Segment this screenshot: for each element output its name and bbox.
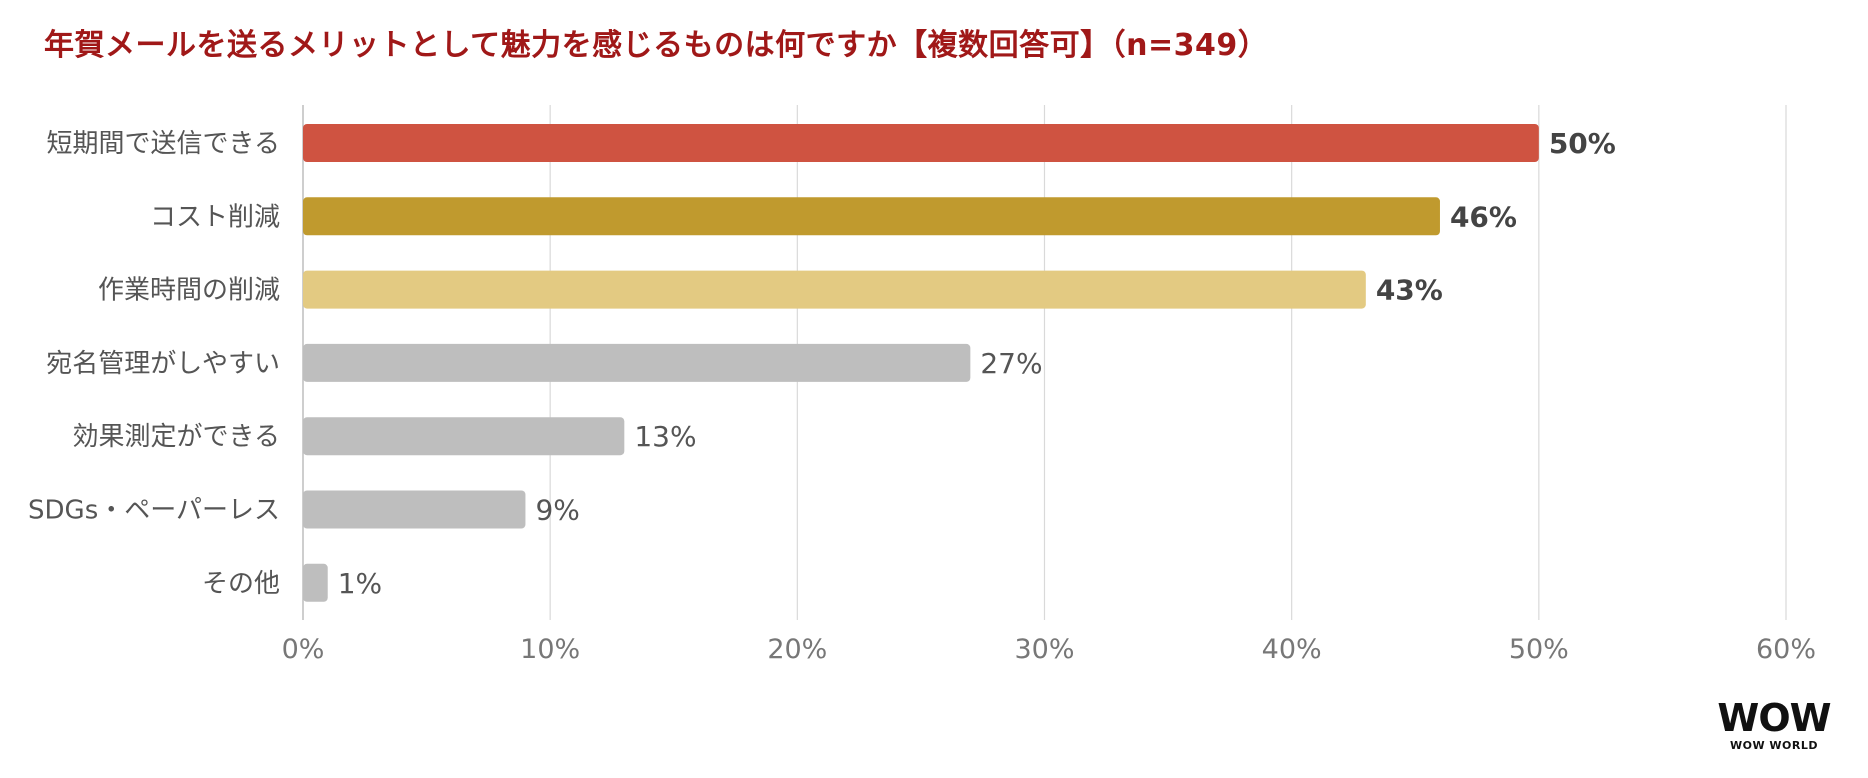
category-label: コスト削減 (150, 202, 280, 232)
bar (303, 270, 1366, 309)
x-tick-label: 50% (1509, 634, 1569, 665)
bar (303, 343, 971, 382)
bar (303, 490, 526, 529)
logo-mark: WOW (1717, 696, 1831, 740)
data-label: 1% (338, 567, 382, 600)
bar (303, 563, 328, 602)
data-label: 9% (535, 494, 579, 527)
data-label: 50% (1549, 127, 1616, 160)
category-label: 宛名管理がしやすい (46, 349, 280, 379)
category-label: 短期間で送信できる (47, 129, 280, 159)
x-tick-label: 30% (1014, 634, 1074, 665)
data-label: 13% (634, 420, 696, 453)
category-label: 作業時間の削減 (98, 276, 280, 306)
x-tick-label: 10% (520, 634, 580, 665)
x-tick-label: 60% (1756, 634, 1816, 665)
category-label: 効果測定ができる (73, 422, 280, 452)
logo-name: WOW WORLD (1729, 739, 1819, 752)
bar (303, 417, 625, 456)
data-label: 46% (1450, 200, 1517, 233)
bar-chart: 0% 10% 20% 30% 40% 50% 60% 短期間で送信できる 50% コスト削減 46%… (28, 105, 1816, 665)
data-label: 27% (980, 347, 1042, 380)
x-tick-label: 0% (282, 634, 325, 665)
bar (303, 197, 1440, 236)
category-label: SDGs・ペーパーレス (28, 496, 280, 526)
chart-title: 年賀メールを送るメリットとして魅力を感じるものは何ですか【複数回答可】（n=34… (44, 28, 1269, 63)
x-tick-label: 40% (1262, 634, 1322, 665)
bar (303, 124, 1539, 162)
x-tick-label: 20% (767, 634, 827, 665)
wow-world-logo: WOW WOW WORLD (1714, 699, 1834, 752)
data-label: 43% (1376, 274, 1443, 307)
category-label: その他 (202, 569, 280, 599)
